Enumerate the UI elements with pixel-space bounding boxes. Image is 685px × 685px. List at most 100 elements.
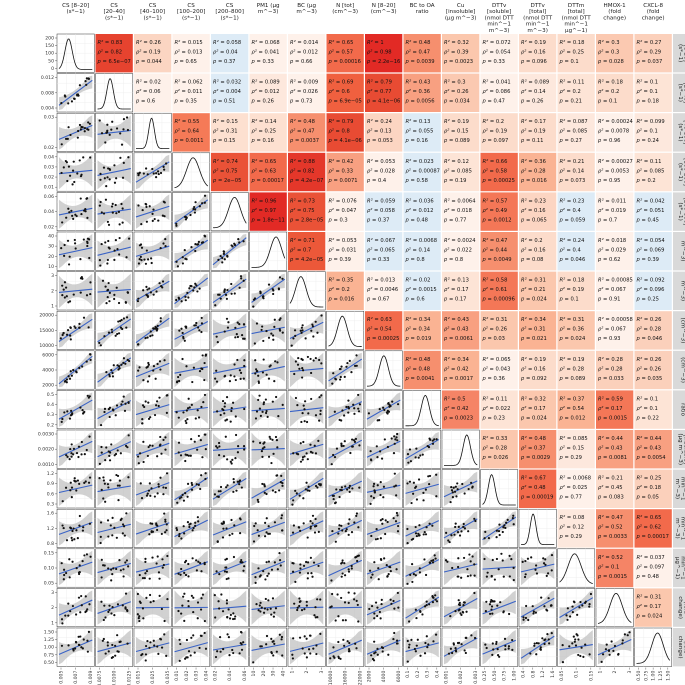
scatter-point (550, 604, 553, 607)
row-header-strip (673, 152, 685, 192)
scatter-point (228, 617, 232, 620)
scatter-point (261, 447, 264, 450)
scatter-point (451, 496, 454, 499)
stat-p: p = 6.5e−07 (97, 59, 131, 65)
row-header-line: ratio (680, 403, 685, 416)
scatter-point (105, 446, 108, 449)
scatter-point (311, 522, 314, 525)
x-tick-label: 3 (627, 671, 633, 674)
scatter-point (300, 357, 303, 361)
scatter-point (80, 646, 83, 649)
scatter-point (256, 498, 259, 501)
scatter-point (186, 407, 190, 410)
density-panel (56, 33, 95, 73)
stat-p: p = 0.62 (597, 257, 621, 263)
stat-rho2: ρ² = 0.6 (329, 89, 350, 95)
scatter-point (144, 400, 147, 403)
scatter-point (263, 485, 266, 488)
stat-r2: R² = 0.053 (367, 159, 395, 165)
scatter-point (102, 618, 105, 622)
scatter-panel (480, 627, 519, 667)
fit-line (135, 442, 170, 456)
scatter-point (179, 373, 182, 376)
scatter-point (88, 522, 92, 525)
scatter-point (79, 635, 82, 638)
scatter-point (417, 456, 420, 459)
scatter-point (302, 564, 306, 567)
scatter-point (384, 519, 387, 522)
scatter-point (183, 339, 186, 342)
scatter-point (451, 651, 454, 655)
scatter-point (184, 559, 188, 562)
scatter-point (428, 603, 431, 606)
scatter-point (406, 660, 409, 663)
fit-line (212, 447, 247, 451)
scatter-point (272, 452, 275, 455)
scatter-point (127, 156, 130, 159)
fit-line (559, 597, 594, 618)
scatter-point (423, 652, 427, 655)
scatter-point (100, 576, 103, 579)
scatter-point (231, 401, 235, 404)
scatter-point (148, 444, 152, 447)
scatter-point (379, 493, 382, 497)
scatter-point (125, 116, 129, 119)
stat-p: p = 0.33 (482, 59, 506, 65)
scatter-point (367, 412, 370, 415)
scatter-point (107, 610, 110, 613)
scatter-point (331, 494, 334, 497)
stat-p: p = 0.37 (212, 59, 236, 65)
scatter-point (99, 178, 102, 181)
scatter-point (86, 650, 89, 653)
stat-rho2: ρ² = 0.8 (329, 129, 350, 135)
scatter-point (148, 287, 151, 290)
scatter-point (281, 484, 284, 487)
correlation-fill (326, 271, 364, 310)
scatter-point (65, 216, 68, 219)
scatter-point (381, 646, 385, 650)
scatter-point (184, 295, 187, 298)
scatter-point (318, 358, 321, 362)
fit-line (289, 407, 324, 413)
scatter-point (140, 258, 143, 262)
scatter-panel (210, 310, 249, 350)
scatter-point (100, 445, 103, 449)
scatter-point (186, 656, 189, 659)
x-tick-label: 0.04 (203, 671, 209, 681)
scatter-point (72, 649, 75, 652)
fit-line (174, 443, 208, 455)
scatter-point (357, 526, 360, 529)
correlation-fill (403, 232, 441, 271)
scatter-point (64, 286, 68, 289)
scatter-point (226, 484, 229, 487)
scatter-point (379, 617, 382, 620)
scatter-point (146, 492, 149, 495)
stat-r2: R² = 0.058 (213, 40, 241, 46)
scatter-point (221, 261, 224, 264)
scatter-point (396, 530, 400, 533)
correlation-fill (403, 311, 441, 350)
scatter-point (227, 321, 230, 324)
stat-rho2: ρ² = 0.4 (560, 208, 582, 214)
scatter-point (448, 540, 451, 544)
column-header-line: [100–200] (177, 9, 206, 15)
scatter-point (454, 485, 457, 488)
scatter-panel (287, 390, 326, 430)
fit-line (289, 520, 324, 537)
scatter-point (82, 526, 85, 529)
scatter-point (347, 522, 350, 525)
scatter-point (83, 453, 86, 456)
scatter-point (378, 408, 381, 411)
stat-p: p = 0.1 (597, 99, 617, 105)
scatter-point (242, 279, 245, 282)
stat-p: p = 0.2 (636, 178, 656, 184)
scatter-point (66, 410, 69, 413)
column-header-line: (s*−1) (182, 15, 200, 21)
scatter-point (376, 647, 379, 650)
column-header-line: (fold (608, 9, 621, 15)
scatter-point (311, 514, 315, 517)
correlation-fill (365, 192, 403, 231)
scatter-point (103, 407, 107, 410)
column-header-line: N [8–20] (372, 3, 396, 9)
scatter-point (156, 324, 159, 327)
